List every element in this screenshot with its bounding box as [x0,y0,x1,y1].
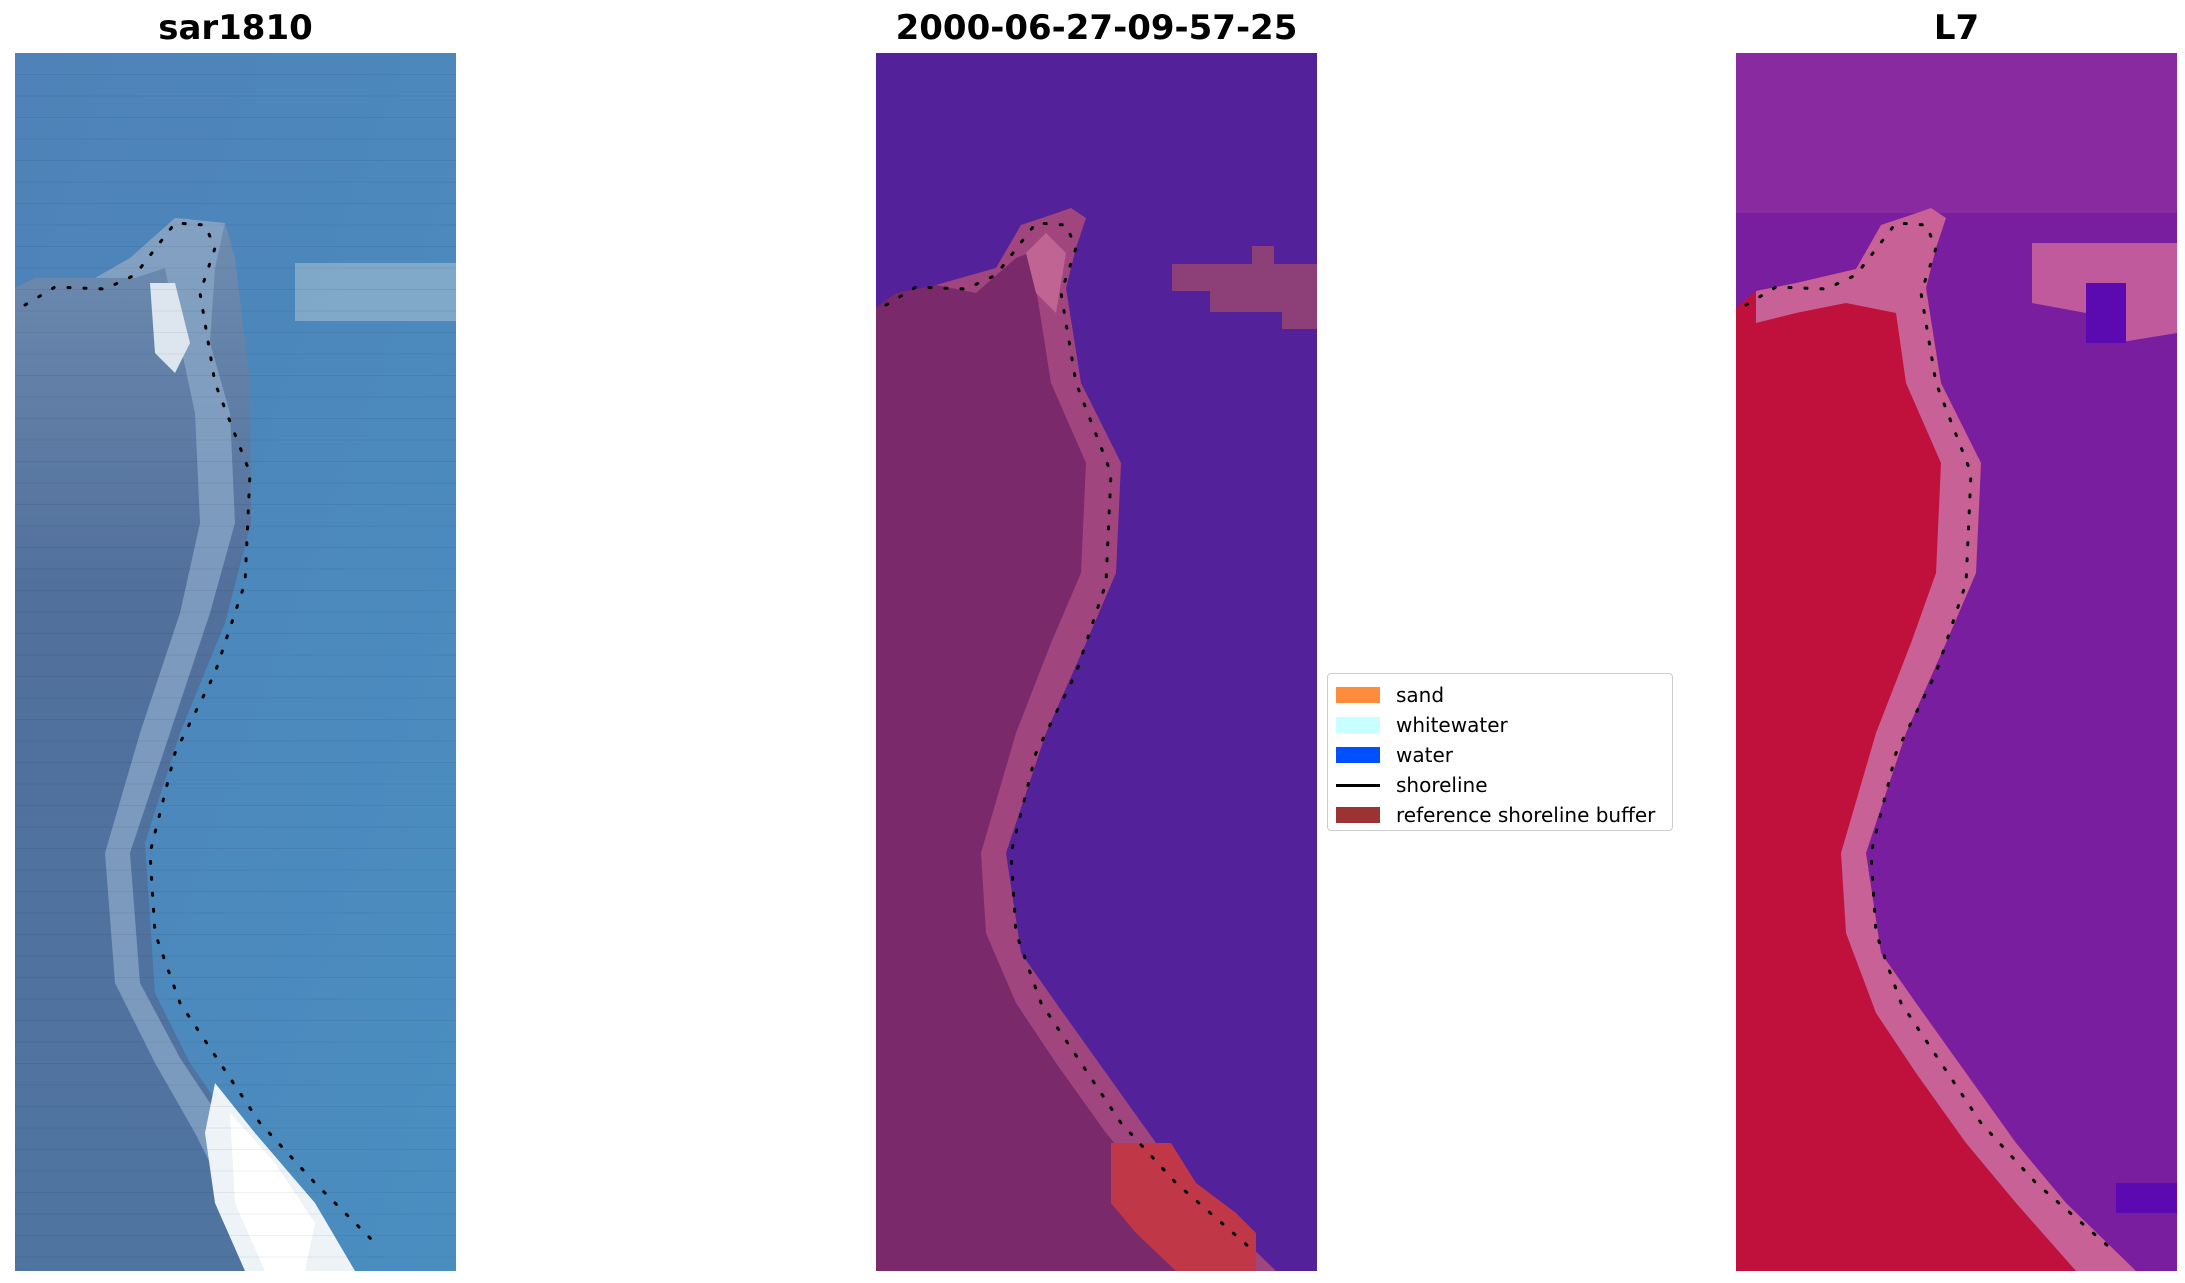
shoreline-dots [23,221,377,1245]
legend: sand whitewater water shoreline referenc… [1327,673,1673,831]
legend-label: water [1396,743,1453,767]
rgb-image [15,53,456,1271]
legend-label: shoreline [1396,773,1488,797]
legend-item-whitewater: whitewater [1336,710,1664,740]
classified-image-panel [876,53,1317,1271]
legend-item-shoreline: shoreline [1336,770,1664,800]
legend-label: sand [1396,683,1445,707]
legend-item-buffer: reference shoreline buffer [1336,800,1664,830]
panel-title-l7: L7 [1933,8,1980,48]
classified-image [876,53,1317,1271]
shoreline-line-icon [1336,783,1380,787]
shoreline-dots [1744,221,2118,1255]
rgb-image-panel [15,53,456,1271]
l7-image [1736,53,2177,1271]
l7-image-panel [1736,53,2177,1271]
legend-label: reference shoreline buffer [1396,803,1656,827]
sand-swatch-icon [1336,687,1380,703]
whitewater-swatch-icon [1336,717,1380,733]
legend-item-water: water [1336,740,1664,770]
water-swatch-icon [1336,747,1380,763]
panel-title-sar1810: sar1810 [158,8,313,48]
legend-label: whitewater [1396,713,1508,737]
legend-item-sand: sand [1336,680,1664,710]
buffer-swatch-icon [1336,807,1380,823]
panel-title-date: 2000-06-27-09-57-25 [895,8,1298,48]
shoreline-dots [884,221,1258,1255]
